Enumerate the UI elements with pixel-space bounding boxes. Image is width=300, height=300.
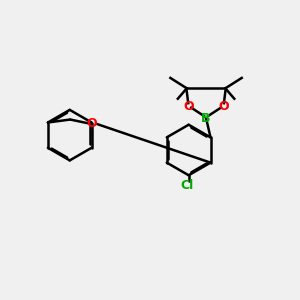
Text: B: B — [201, 112, 211, 124]
Text: O: O — [183, 100, 194, 113]
Text: O: O — [219, 100, 229, 113]
Text: Cl: Cl — [181, 179, 194, 192]
Text: O: O — [86, 118, 97, 130]
